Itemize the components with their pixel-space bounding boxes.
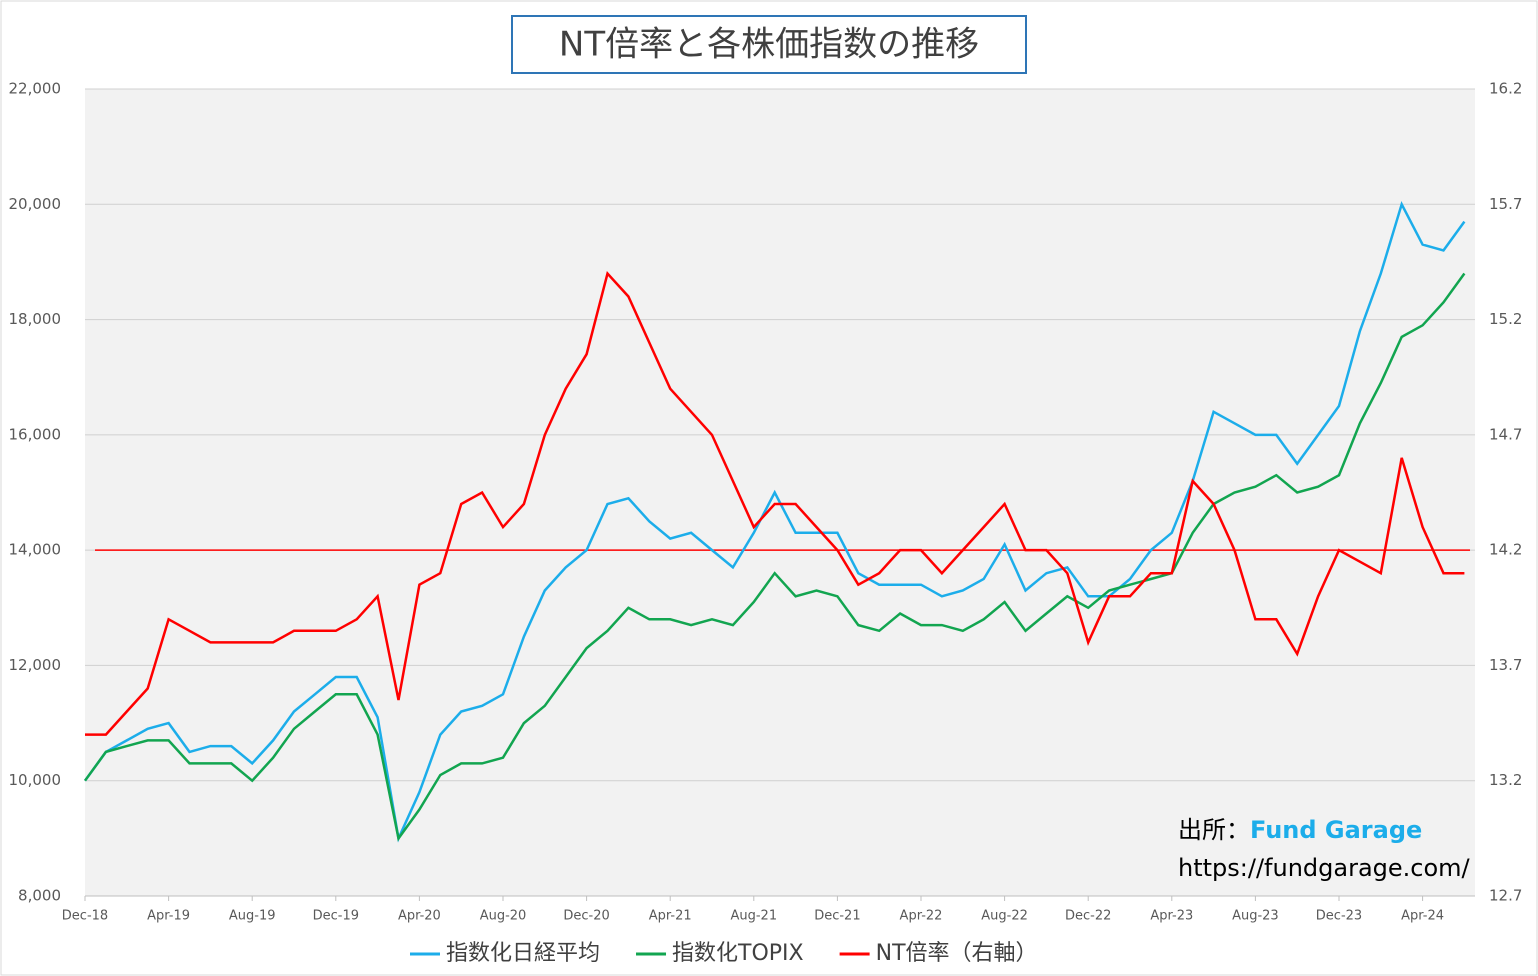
y2-tick-label: 15.2 bbox=[1489, 310, 1522, 328]
y-tick-label: 14,000 bbox=[9, 541, 62, 559]
y-tick-label: 12,000 bbox=[9, 656, 62, 674]
series-line bbox=[83, 200, 1466, 843]
y-tick-label: 22,000 bbox=[9, 80, 62, 98]
x-tick-label: Apr-23 bbox=[1150, 909, 1193, 924]
source-url: https://fundgarage.com/ bbox=[1178, 854, 1471, 882]
source-label: 出所： bbox=[1178, 816, 1250, 844]
x-tick-label: Aug-19 bbox=[229, 909, 276, 924]
x-tick-label: Dec-22 bbox=[1065, 909, 1111, 924]
legend-label: 指数化TOPIX bbox=[672, 941, 804, 966]
y2-tick-label: 13.2 bbox=[1489, 771, 1522, 789]
x-tick-label: Apr-19 bbox=[147, 909, 190, 924]
x-tick-label: Aug-23 bbox=[1232, 909, 1279, 924]
x-tick-label: Aug-22 bbox=[981, 909, 1028, 924]
y2-tick-label: 13.7 bbox=[1489, 656, 1522, 674]
y-tick-label: 18,000 bbox=[9, 310, 62, 328]
x-tick-label: Apr-20 bbox=[398, 909, 441, 924]
y-tick-label: 10,000 bbox=[9, 771, 62, 789]
chart-title: NT倍率と各株価指数の推移 bbox=[559, 25, 979, 65]
x-tick-label: Aug-21 bbox=[730, 909, 777, 924]
x-tick-label: Apr-22 bbox=[900, 909, 943, 924]
series-line bbox=[83, 272, 1466, 842]
series-line bbox=[85, 270, 1465, 736]
y2-tick-label: 14.2 bbox=[1489, 541, 1522, 559]
title-box bbox=[511, 15, 1027, 74]
legend-label: NT倍率（右軸） bbox=[876, 941, 1038, 966]
y2-tick-label: 16.2 bbox=[1489, 80, 1522, 98]
x-tick-label: Apr-24 bbox=[1401, 909, 1444, 924]
y2-tick-label: 14.7 bbox=[1489, 425, 1522, 443]
x-tick-label: Dec-20 bbox=[563, 909, 609, 924]
plot-area bbox=[85, 89, 1475, 896]
source-name: Fund Garage bbox=[1250, 816, 1422, 844]
y-tick-label: 8,000 bbox=[18, 887, 61, 905]
y2-tick-label: 12.7 bbox=[1489, 887, 1522, 905]
y2-tick-label: 15.7 bbox=[1489, 195, 1522, 213]
x-tick-label: Aug-20 bbox=[480, 909, 527, 924]
y-tick-label: 20,000 bbox=[9, 195, 62, 213]
x-tick-label: Apr-21 bbox=[649, 909, 692, 924]
x-tick-label: Dec-21 bbox=[814, 909, 860, 924]
x-tick-label: Dec-18 bbox=[62, 909, 108, 924]
y-tick-label: 16,000 bbox=[9, 425, 62, 443]
legend-label: 指数化日経平均 bbox=[446, 941, 600, 966]
x-tick-label: Dec-19 bbox=[313, 909, 359, 924]
x-tick-label: Dec-23 bbox=[1316, 909, 1362, 924]
